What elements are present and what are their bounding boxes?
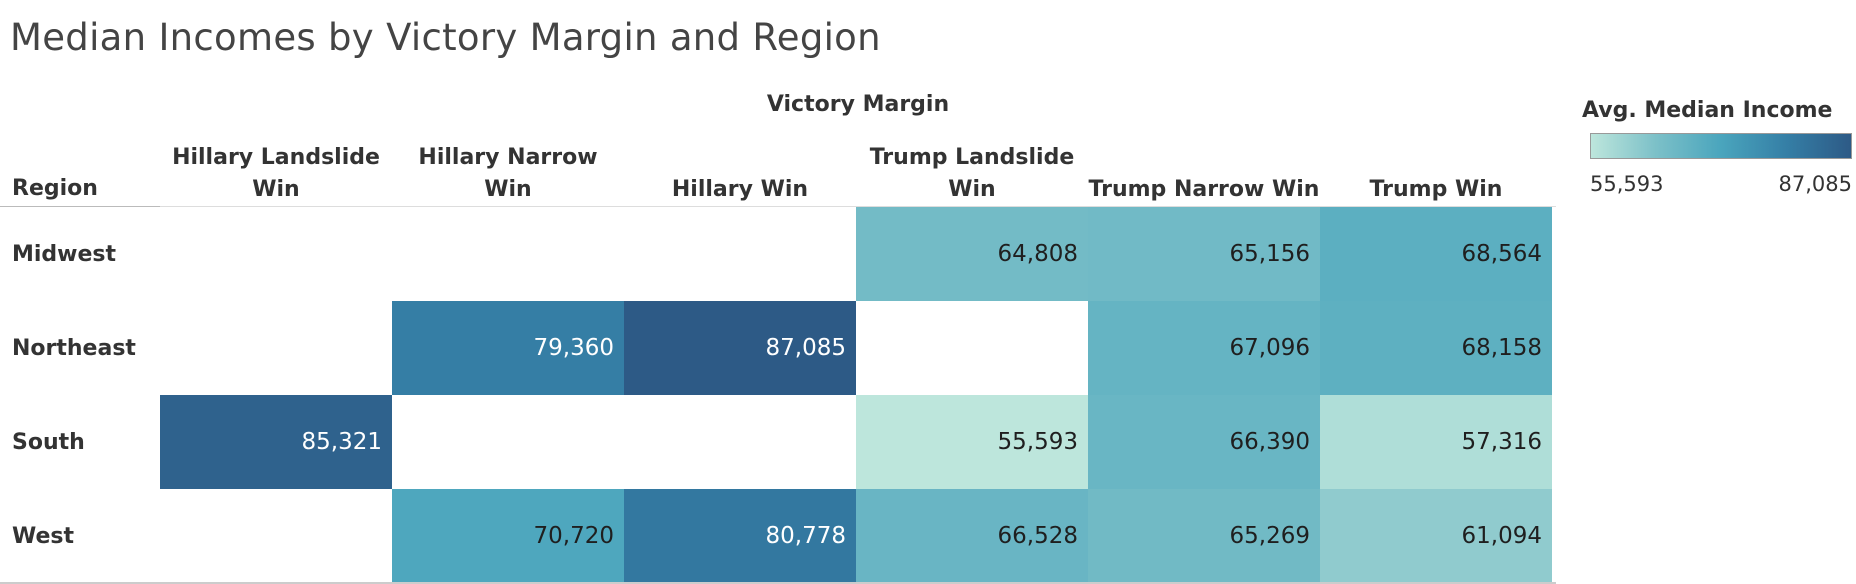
heatmap-cell: 65,156 (1088, 207, 1320, 301)
column-header: Hillary Narrow Win (392, 142, 624, 206)
column-header: Hillary Landslide Win (160, 142, 392, 206)
cell-value-label: 66,390 (1230, 429, 1310, 455)
cell-value-label: 57,316 (1462, 429, 1542, 455)
row-label: Midwest (12, 207, 160, 301)
cell-value-label: 55,593 (998, 429, 1078, 455)
heatmap-cell: 66,390 (1088, 395, 1320, 489)
heatmap-cell: 64,808 (856, 207, 1088, 301)
cell-value-label: 65,269 (1230, 523, 1310, 549)
cell-value-label: 79,360 (534, 335, 614, 361)
column-header: Trump Narrow Win (1088, 142, 1320, 206)
cell-value-label: 61,094 (1462, 523, 1542, 549)
cell-value-label: 68,158 (1462, 335, 1542, 361)
cell-value-label: 65,156 (1230, 241, 1310, 267)
column-header: Trump Landslide Win (856, 142, 1088, 206)
cell-value-label: 87,085 (766, 335, 846, 361)
heatmap-cell: 61,094 (1320, 489, 1552, 583)
column-header-line: Trump Win (1370, 177, 1503, 202)
column-group-label: Victory Margin (160, 92, 1556, 117)
column-header-line: Trump Narrow Win (1089, 177, 1320, 202)
cell-value-label: 68,564 (1462, 241, 1542, 267)
row-label: South (12, 395, 160, 489)
row-header: Region (12, 176, 98, 201)
cell-value-label: 66,528 (998, 523, 1078, 549)
column-header-line: Trump Landslide (870, 145, 1075, 170)
column-header: Hillary Win (624, 142, 856, 206)
cell-value-label: 64,808 (998, 241, 1078, 267)
cell-value-label: 80,778 (766, 523, 846, 549)
column-header-line: Hillary Narrow Win (418, 145, 597, 202)
column-header-line: Hillary Win (672, 177, 808, 202)
heatmap-cell: 87,085 (624, 301, 856, 395)
heatmap-cell: 70,720 (392, 489, 624, 583)
row-label: West (12, 489, 160, 583)
cell-value-label: 67,096 (1230, 335, 1310, 361)
column-header-line: Win (252, 177, 299, 202)
heatmap-cell: 79,360 (392, 301, 624, 395)
heatmap-cell: 68,158 (1320, 301, 1552, 395)
legend-max-label: 87,085 (1700, 172, 1852, 196)
heatmap-cell: 66,528 (856, 489, 1088, 583)
legend-min-label: 55,593 (1590, 172, 1663, 196)
heatmap-cell: 57,316 (1320, 395, 1552, 489)
heatmap-cell: 67,096 (1088, 301, 1320, 395)
column-header: Trump Win (1320, 142, 1552, 206)
row-label: Northeast (12, 301, 160, 395)
column-header-line: Win (948, 177, 995, 202)
cell-value-label: 70,720 (534, 523, 614, 549)
heatmap-cell: 80,778 (624, 489, 856, 583)
heatmap-cell: 85,321 (160, 395, 392, 489)
chart-title: Median Incomes by Victory Margin and Reg… (10, 16, 881, 59)
heatmap-cell: 68,564 (1320, 207, 1552, 301)
legend-color-ramp (1590, 133, 1852, 159)
heatmap-cell: 65,269 (1088, 489, 1320, 583)
heatmap-cell: 55,593 (856, 395, 1088, 489)
cell-value-label: 85,321 (302, 429, 382, 455)
column-header-line: Hillary Landslide (172, 145, 380, 170)
legend-title: Avg. Median Income (1582, 98, 1832, 123)
